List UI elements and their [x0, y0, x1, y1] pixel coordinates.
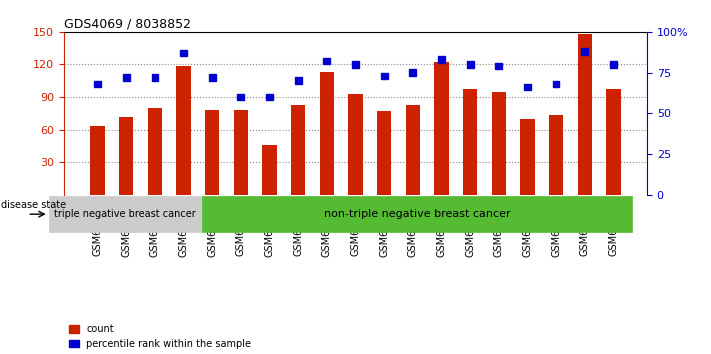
Bar — [434, 62, 449, 195]
Bar — [410, 69, 416, 76]
Bar — [320, 72, 334, 195]
Bar — [496, 63, 502, 69]
Bar — [176, 65, 191, 195]
Bar — [95, 81, 101, 87]
Bar — [151, 74, 159, 81]
Bar — [491, 92, 506, 195]
Bar — [406, 104, 420, 195]
Bar — [119, 116, 134, 195]
Bar — [266, 94, 273, 100]
Text: non-triple negative breast cancer: non-triple negative breast cancer — [324, 209, 510, 219]
Text: disease state: disease state — [1, 200, 66, 210]
Bar — [380, 73, 387, 79]
Text: triple negative breast cancer: triple negative breast cancer — [55, 209, 196, 219]
Bar — [262, 145, 277, 195]
Bar — [180, 50, 187, 56]
Bar — [606, 90, 621, 195]
Bar — [291, 104, 305, 195]
Bar — [123, 74, 129, 81]
Bar — [524, 84, 531, 91]
Bar — [352, 61, 359, 68]
Bar — [234, 110, 248, 195]
Legend: count, percentile rank within the sample: count, percentile rank within the sample — [69, 324, 252, 349]
Bar — [295, 78, 301, 84]
Bar — [209, 74, 215, 81]
Bar — [377, 111, 391, 195]
Bar — [348, 94, 363, 195]
Bar — [205, 110, 220, 195]
Bar — [324, 58, 331, 64]
Bar — [610, 61, 616, 68]
Text: GDS4069 / 8038852: GDS4069 / 8038852 — [64, 18, 191, 31]
Bar — [463, 90, 477, 195]
Bar — [520, 119, 535, 195]
Bar — [148, 108, 162, 195]
Bar — [438, 56, 445, 63]
Bar — [582, 48, 588, 55]
Bar — [552, 81, 560, 87]
Bar — [237, 94, 245, 100]
Bar — [549, 115, 563, 195]
Bar — [466, 61, 474, 68]
Bar — [90, 126, 105, 195]
Bar — [577, 34, 592, 195]
